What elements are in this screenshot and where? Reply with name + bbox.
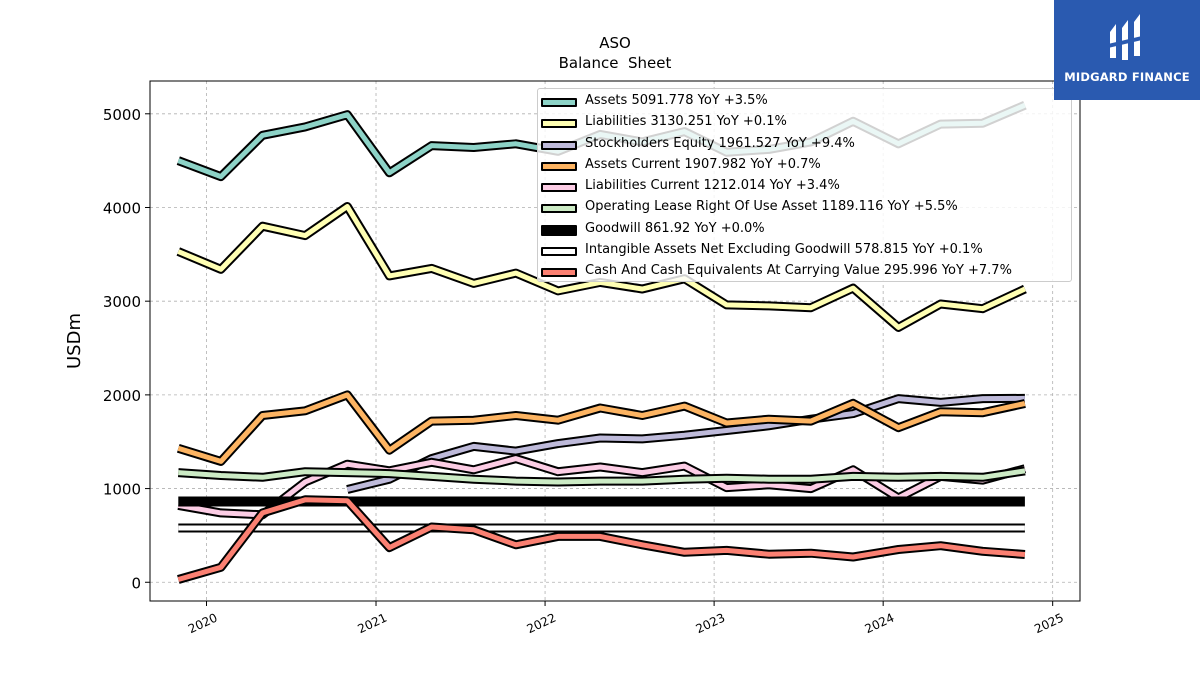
legend-swatch (541, 204, 577, 214)
series-liabilities (176, 202, 1027, 332)
series-stockholders-equity (346, 393, 1025, 494)
x-tick-label: 2024 (863, 611, 897, 637)
legend-item: Assets 5091.778 YoY +3.5% (538, 92, 1071, 113)
series-cash-and-cash-equivalents-at-carrying-value (177, 495, 1026, 584)
series-operating-lease-right-of-use-asset (177, 466, 1026, 487)
legend-swatch (541, 247, 577, 257)
series-line (177, 497, 1026, 582)
y-axis-label: USDm (64, 313, 85, 369)
x-tick-label: 2021 (356, 611, 390, 637)
chart-title: ASO (599, 34, 631, 52)
series-lines (176, 101, 1027, 584)
legend-item: Operating Lease Right Of Use Asset 1189.… (538, 198, 1071, 219)
y-tick-label: 2000 (103, 387, 141, 405)
series-line (346, 395, 1025, 492)
legend-label: Liabilities Current 1212.014 YoY +3.4% (585, 178, 840, 194)
legend-item: Liabilities Current 1212.014 YoY +3.4% (538, 177, 1071, 198)
midgard-finance-logo: MIDGARD FINANCE (1054, 0, 1200, 100)
series-line (178, 468, 1026, 485)
chart-subtitle: Balance Sheet (559, 54, 672, 72)
plot-frame (149, 80, 1081, 602)
legend-item: Cash And Cash Equivalents At Carrying Va… (538, 262, 1071, 283)
legend-swatch (541, 183, 577, 193)
legend-swatch (541, 268, 577, 278)
legend-item: Assets Current 1907.982 YoY +0.7% (538, 156, 1071, 177)
series-line (177, 204, 1026, 330)
legend-item: Stockholders Equity 1961.527 YoY +9.4% (538, 135, 1071, 156)
x-tick-label: 2023 (694, 611, 728, 637)
legend-label: Intangible Assets Net Excluding Goodwill… (585, 242, 983, 258)
legend-label: Assets Current 1907.982 YoY +0.7% (585, 156, 821, 172)
y-tick-label: 1000 (103, 481, 141, 499)
series-line-outline (177, 495, 1026, 584)
legend-label: Goodwill 861.92 YoY +0.0% (585, 220, 765, 236)
series-line (177, 392, 1026, 464)
legend-label: Cash And Cash Equivalents At Carrying Va… (585, 263, 1012, 279)
series-assets-current (176, 390, 1026, 466)
y-tick-label: 0 (131, 574, 141, 592)
legend-swatch (541, 98, 577, 107)
legend-item: Intangible Assets Net Excluding Goodwill… (538, 241, 1071, 262)
midgard-logo-icon (1108, 14, 1142, 60)
x-tick-label: 2022 (525, 611, 559, 637)
x-tick-label: 2020 (186, 611, 220, 637)
legend-label: Stockholders Equity 1961.527 YoY +9.4% (585, 135, 855, 151)
logo-text: MIDGARD FINANCE (1064, 70, 1190, 84)
legend-item: Goodwill 861.92 YoY +0.0% (538, 220, 1071, 241)
legend-swatch (541, 224, 577, 236)
y-tick-label: 3000 (103, 293, 141, 311)
legend-swatch (541, 140, 577, 150)
legend-item: Liabilities 3130.251 YoY +0.1% (538, 113, 1071, 134)
chart-legend: Assets 5091.778 YoY +3.5% Liabilities 313… (537, 88, 1072, 282)
legend-label: Operating Lease Right Of Use Asset 1189.… (585, 199, 958, 215)
y-tick-label: 5000 (103, 106, 141, 124)
legend-swatch (541, 119, 577, 129)
legend-swatch (541, 161, 577, 171)
x-tick-label: 2025 (1032, 611, 1066, 637)
legend-label: Assets 5091.778 YoY +3.5% (585, 93, 768, 108)
legend-label: Liabilities 3130.251 YoY +0.1% (585, 114, 787, 130)
y-tick-label: 4000 (103, 199, 141, 217)
